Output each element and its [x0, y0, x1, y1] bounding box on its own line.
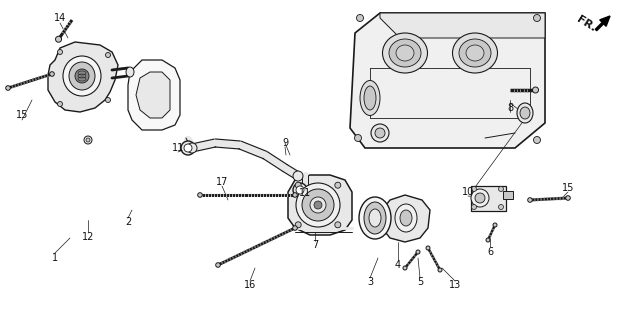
Ellipse shape	[364, 202, 386, 234]
Ellipse shape	[403, 266, 407, 270]
Text: 8: 8	[507, 103, 513, 113]
Ellipse shape	[520, 107, 530, 119]
Ellipse shape	[534, 136, 541, 143]
Text: 6: 6	[487, 247, 493, 257]
Ellipse shape	[292, 193, 298, 197]
Text: 7: 7	[312, 240, 318, 250]
Ellipse shape	[369, 209, 381, 227]
Ellipse shape	[426, 246, 430, 250]
Ellipse shape	[126, 67, 134, 77]
Ellipse shape	[106, 98, 111, 102]
Ellipse shape	[75, 69, 89, 83]
Text: 9: 9	[282, 138, 288, 148]
PathPatch shape	[48, 42, 118, 112]
Text: 10: 10	[462, 187, 474, 197]
Ellipse shape	[475, 193, 485, 203]
Text: 4: 4	[395, 260, 401, 270]
Ellipse shape	[371, 124, 389, 142]
Ellipse shape	[335, 182, 340, 188]
Text: 1: 1	[52, 253, 58, 263]
Ellipse shape	[293, 183, 307, 197]
Ellipse shape	[106, 53, 111, 58]
Ellipse shape	[302, 189, 334, 221]
Ellipse shape	[400, 210, 412, 226]
Ellipse shape	[187, 143, 197, 153]
Text: 17: 17	[216, 177, 228, 187]
Text: 15: 15	[16, 110, 28, 120]
Text: FR.: FR.	[575, 14, 597, 34]
Ellipse shape	[293, 171, 303, 181]
Text: 13: 13	[449, 280, 461, 290]
Text: 5: 5	[417, 277, 423, 287]
Ellipse shape	[58, 49, 63, 54]
Ellipse shape	[198, 193, 202, 197]
Ellipse shape	[395, 204, 417, 232]
Text: 12: 12	[82, 232, 94, 242]
Ellipse shape	[486, 238, 490, 242]
Ellipse shape	[566, 196, 570, 200]
Ellipse shape	[360, 80, 380, 115]
Ellipse shape	[63, 56, 101, 96]
Text: 15: 15	[562, 183, 574, 193]
Text: 14: 14	[54, 13, 66, 23]
PathPatch shape	[288, 175, 352, 235]
PathPatch shape	[380, 13, 545, 38]
Ellipse shape	[295, 182, 301, 188]
Ellipse shape	[6, 86, 10, 90]
Ellipse shape	[438, 268, 442, 272]
Bar	[503, 191, 513, 199]
Ellipse shape	[471, 189, 489, 207]
Ellipse shape	[335, 222, 340, 228]
Ellipse shape	[499, 204, 504, 209]
Ellipse shape	[296, 183, 340, 227]
PathPatch shape	[128, 60, 180, 130]
Ellipse shape	[472, 204, 477, 209]
Ellipse shape	[310, 197, 326, 213]
Bar	[470, 186, 506, 211]
Ellipse shape	[532, 87, 538, 93]
Ellipse shape	[459, 39, 491, 67]
Ellipse shape	[389, 39, 421, 67]
Ellipse shape	[56, 36, 61, 42]
Ellipse shape	[69, 62, 95, 90]
PathPatch shape	[350, 13, 545, 148]
Text: 16: 16	[244, 280, 256, 290]
Ellipse shape	[296, 186, 304, 194]
PathPatch shape	[136, 72, 170, 118]
Ellipse shape	[528, 198, 532, 202]
Ellipse shape	[216, 263, 220, 267]
Ellipse shape	[84, 136, 92, 144]
Ellipse shape	[184, 144, 192, 152]
Text: 11: 11	[299, 188, 311, 198]
PathPatch shape	[382, 195, 430, 242]
Ellipse shape	[383, 33, 428, 73]
Ellipse shape	[50, 72, 54, 76]
Ellipse shape	[364, 86, 376, 110]
Ellipse shape	[493, 223, 497, 227]
Ellipse shape	[517, 103, 533, 123]
Ellipse shape	[295, 222, 301, 228]
Ellipse shape	[181, 141, 195, 155]
Ellipse shape	[396, 45, 414, 61]
Ellipse shape	[355, 135, 362, 141]
Ellipse shape	[58, 101, 63, 106]
FancyArrow shape	[595, 16, 610, 31]
Ellipse shape	[375, 128, 385, 138]
Text: 3: 3	[367, 277, 373, 287]
Ellipse shape	[452, 33, 497, 73]
Ellipse shape	[314, 201, 322, 209]
Text: 11: 11	[172, 143, 184, 153]
Ellipse shape	[466, 45, 484, 61]
Ellipse shape	[356, 14, 364, 22]
Text: 2: 2	[125, 217, 131, 227]
Ellipse shape	[292, 226, 298, 230]
Ellipse shape	[499, 187, 504, 192]
Ellipse shape	[416, 250, 420, 254]
Ellipse shape	[86, 138, 90, 142]
Ellipse shape	[359, 197, 391, 239]
Ellipse shape	[534, 14, 541, 22]
Ellipse shape	[472, 187, 477, 192]
